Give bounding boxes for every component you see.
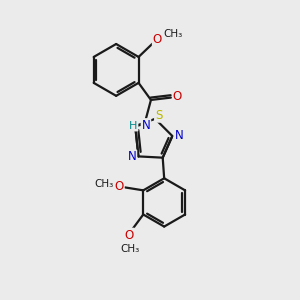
Text: N: N xyxy=(128,151,136,164)
Text: CH₃: CH₃ xyxy=(121,244,140,254)
Text: CH₃: CH₃ xyxy=(95,179,114,190)
Text: O: O xyxy=(125,229,134,242)
Text: N: N xyxy=(142,119,150,132)
Text: O: O xyxy=(153,33,162,46)
Text: O: O xyxy=(173,91,182,103)
Text: S: S xyxy=(155,109,162,122)
Text: CH₃: CH₃ xyxy=(164,29,183,39)
Text: H: H xyxy=(129,121,137,130)
Text: N: N xyxy=(175,129,183,142)
Text: O: O xyxy=(115,180,124,193)
